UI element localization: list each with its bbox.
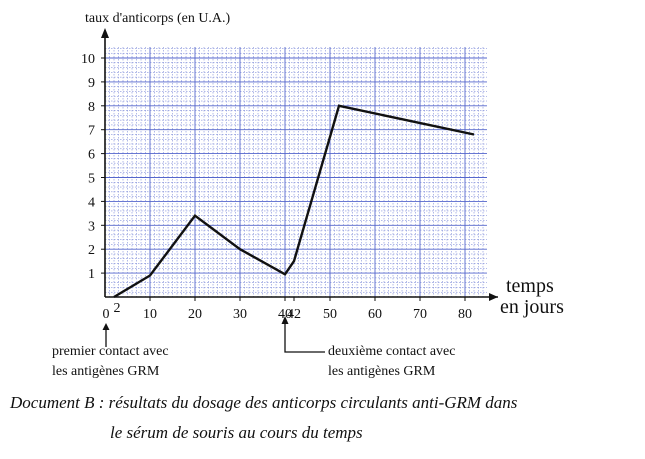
y-tick-label: 1 bbox=[88, 267, 95, 282]
x-tick-label: 0 bbox=[103, 307, 110, 322]
x-axis-label-line-1: temps bbox=[506, 275, 554, 297]
x-axis-arrow-icon bbox=[489, 293, 498, 301]
y-tick-label: 9 bbox=[88, 76, 95, 91]
y-axis-label: taux d'anticorps (en U.A.) bbox=[85, 11, 231, 26]
first-contact-annotation-line: premier contact avec bbox=[52, 344, 169, 359]
x-axis-label-line-2: en jours bbox=[500, 296, 564, 318]
x-tick-label: 70 bbox=[413, 307, 427, 322]
first-contact-arrow-icon bbox=[103, 323, 110, 330]
x-tick-label: 10 bbox=[143, 307, 157, 322]
x-tick-label: 2 bbox=[114, 301, 121, 316]
y-tick-label: 7 bbox=[88, 124, 95, 139]
y-tick-label: 8 bbox=[88, 100, 95, 115]
x-tick-label: 80 bbox=[458, 307, 472, 322]
caption-line-1: Document B : résultats du dosage des ant… bbox=[10, 393, 517, 413]
x-tick-label: 50 bbox=[323, 307, 337, 322]
y-tick-label: 10 bbox=[81, 52, 95, 67]
annotations: premier contact avec les antigènes GRM deu… bbox=[52, 316, 455, 379]
x-tick-label: 60 bbox=[368, 307, 382, 322]
x-tick-label: 20 bbox=[188, 307, 202, 322]
y-tick-label: 3 bbox=[88, 219, 95, 234]
y-axis-arrow-icon bbox=[101, 28, 109, 38]
caption-line-2: le sérum de souris au cours du temps bbox=[110, 423, 363, 443]
y-tick-label: 2 bbox=[88, 243, 95, 258]
y-tick-label: 6 bbox=[88, 148, 95, 163]
first-contact-annotation-line: les antigènes GRM bbox=[52, 364, 160, 379]
y-tick-label: 4 bbox=[88, 195, 95, 210]
second-contact-annotation-line: les antigènes GRM bbox=[328, 364, 436, 379]
second-contact-annotation-line: deuxième contact avec bbox=[328, 344, 455, 359]
second-contact-arrow-line bbox=[285, 324, 325, 352]
x-tick-label: 30 bbox=[233, 307, 247, 322]
x-tick-label: 42 bbox=[287, 307, 301, 322]
y-tick-label: 5 bbox=[88, 172, 95, 187]
